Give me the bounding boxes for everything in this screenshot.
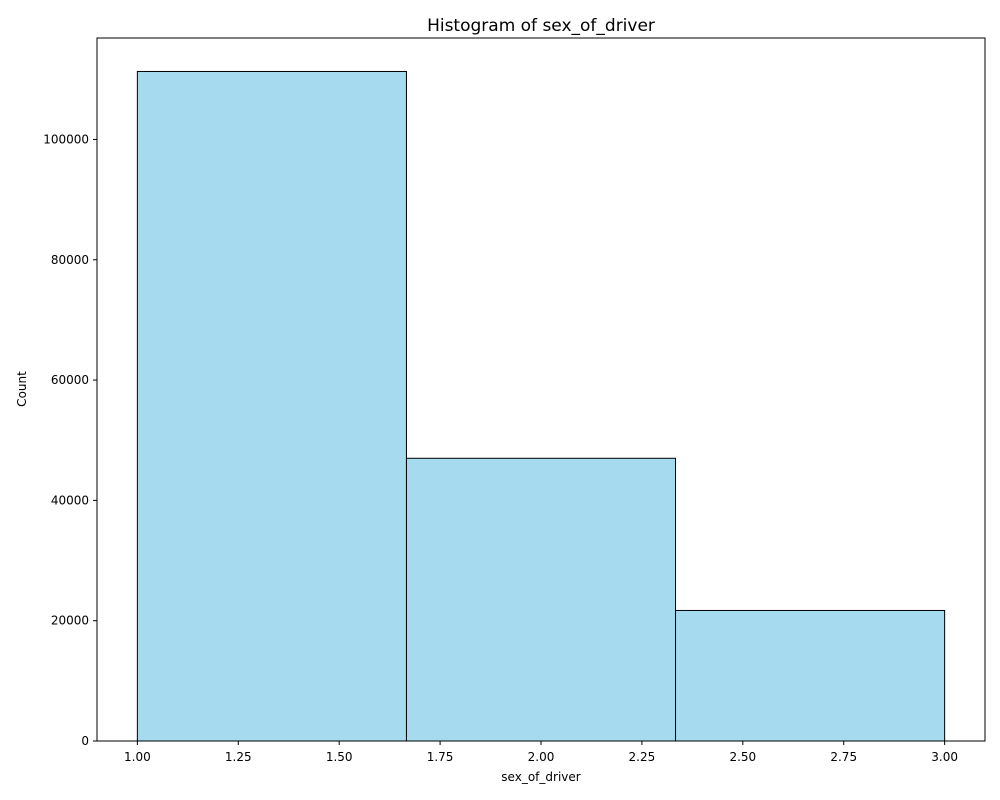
y-tick-label: 20000 (51, 614, 89, 628)
x-tick-label: 2.00 (528, 750, 555, 764)
x-tick-label: 3.00 (931, 750, 958, 764)
x-axis-ticks: 1.00 1.25 1.50 1.75 2.00 2.25 2.50 2.75 3.00 (124, 741, 958, 764)
y-tick-label: 60000 (51, 373, 89, 387)
y-tick-label: 0 (81, 734, 89, 748)
x-tick-label: 2.25 (629, 750, 656, 764)
x-tick-label: 1.25 (225, 750, 252, 764)
x-tick-label: 1.50 (326, 750, 353, 764)
x-tick-label: 2.50 (729, 750, 756, 764)
x-tick-label: 1.00 (124, 750, 151, 764)
y-tick-label: 40000 (51, 493, 89, 507)
chart-title: Histogram of sex_of_driver (427, 16, 655, 36)
x-axis-label: sex_of_driver (501, 770, 580, 784)
x-tick-label: 1.75 (427, 750, 454, 764)
y-tick-label: 100000 (43, 132, 89, 146)
y-axis-ticks: 0 20000 40000 60000 80000 100000 (43, 132, 97, 748)
histogram-bar-3 (675, 609, 946, 742)
x-tick-label: 2.75 (830, 750, 857, 764)
histogram-bar-1 (136, 70, 407, 742)
y-axis-label: Count (15, 371, 29, 407)
histogram-bar-2 (405, 457, 677, 742)
bars-layer (136, 70, 946, 742)
y-tick-label: 80000 (51, 253, 89, 267)
